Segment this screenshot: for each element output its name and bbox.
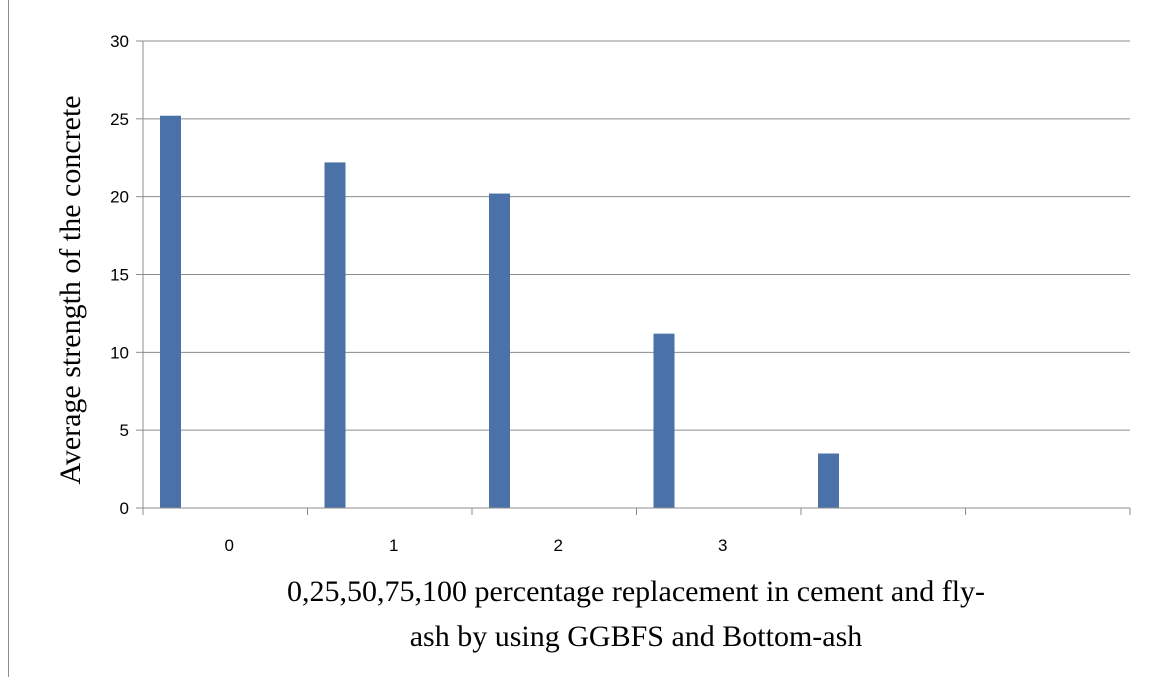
x-axis-title-line-2: ash by using GGBFS and Bottom-ash bbox=[410, 620, 863, 653]
x-axis-title-line-1: 0,25,50,75,100 percentage replacement in… bbox=[287, 575, 985, 608]
y-tick-label: 25 bbox=[110, 110, 129, 129]
y-tick-label: 5 bbox=[120, 421, 129, 440]
y-tick-label: 10 bbox=[110, 343, 129, 362]
y-tick-label: 20 bbox=[110, 188, 129, 207]
x-tick-label: 0 bbox=[225, 536, 234, 555]
bar bbox=[818, 453, 839, 508]
bar bbox=[324, 162, 346, 509]
x-tick-label: 3 bbox=[718, 536, 727, 555]
y-tick-label: 30 bbox=[110, 32, 129, 51]
x-tick-label: 1 bbox=[389, 536, 398, 555]
bar bbox=[160, 115, 181, 508]
y-axis-title: Average strength of the concrete bbox=[54, 95, 87, 484]
tick-labels: 0 5 10 15 20 25 30 0 1 2 3 bbox=[110, 32, 727, 555]
y-tick-label: 15 bbox=[110, 266, 129, 285]
bars bbox=[160, 115, 839, 509]
y-tick-label: 0 bbox=[120, 499, 129, 518]
axes bbox=[136, 40, 1131, 515]
bar bbox=[653, 333, 675, 508]
chart-frame bbox=[8, 0, 1153, 677]
x-tick-label: 2 bbox=[554, 536, 563, 555]
bar bbox=[489, 193, 510, 508]
gridlines bbox=[143, 40, 1130, 431]
